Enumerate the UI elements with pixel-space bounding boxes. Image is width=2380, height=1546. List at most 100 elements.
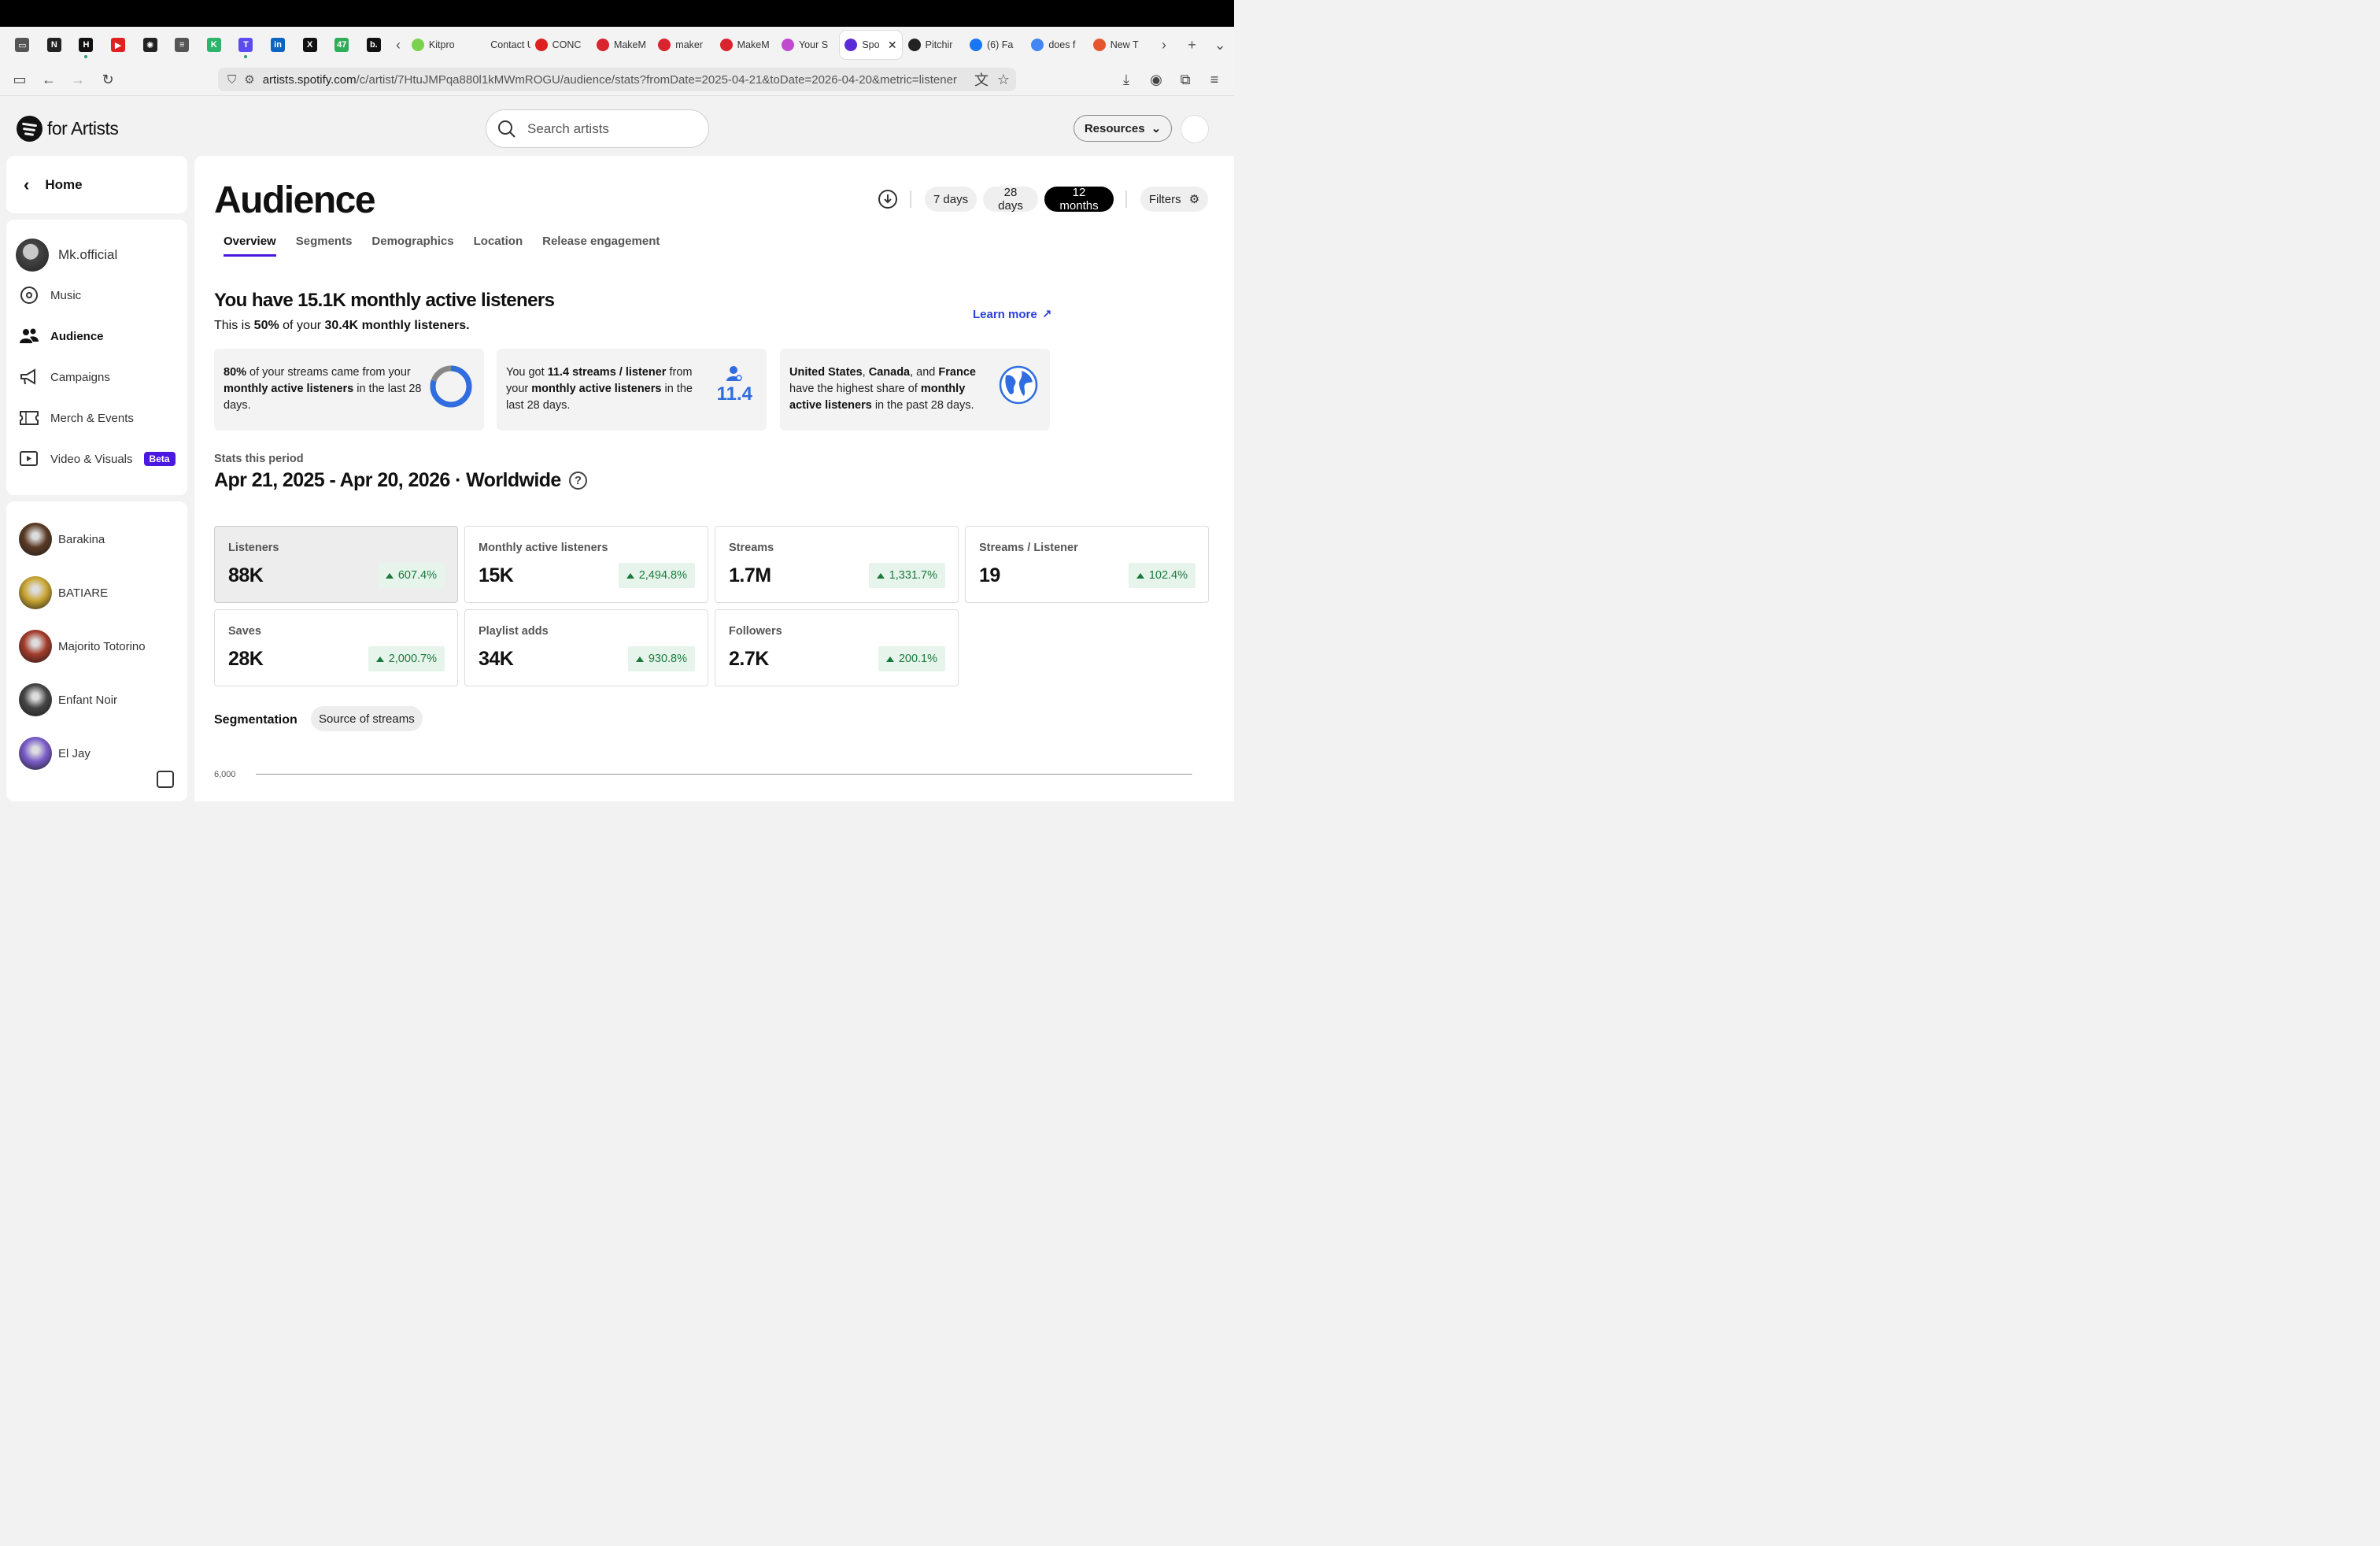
account-icon[interactable]: ◉ — [1150, 71, 1162, 87]
help-icon[interactable]: ? — [568, 472, 587, 490]
browser-tab-label: MakeM — [737, 39, 770, 50]
sidebar-item-video-visuals[interactable]: Video & Visuals Beta — [19, 449, 176, 468]
menu-icon[interactable]: ≡ — [1210, 71, 1219, 87]
close-tab-icon[interactable]: ✕ — [887, 38, 897, 51]
spotify-for-artists-logo[interactable]: for Artists — [17, 116, 119, 142]
reload-icon[interactable]: ↻ — [102, 71, 114, 87]
scroll-tabs-right-icon[interactable]: › — [1161, 36, 1166, 53]
sidebar-item-merch-events[interactable]: Merch & Events — [19, 409, 134, 427]
browser-tab[interactable]: Pitchir — [904, 27, 965, 63]
scroll-tabs-left-icon[interactable]: ‹ — [396, 36, 401, 53]
tab-segments[interactable]: Segments — [295, 235, 353, 248]
stat-value: 28K — [228, 648, 264, 670]
range-28-days[interactable]: 28 days — [983, 186, 1038, 213]
browser-tab[interactable]: Contact U — [468, 27, 530, 63]
tab-release-engagement[interactable]: Release engagement — [542, 235, 660, 248]
stat-card-monthly-active-listeners[interactable]: Monthly active listeners 15K 2,494.8% — [464, 526, 708, 603]
tab-list-icon[interactable]: ⌄ — [1214, 36, 1226, 53]
artist-switch-item[interactable]: Enfant Noir — [19, 683, 117, 716]
stat-label: Streams / Listener — [979, 542, 1078, 554]
shield-icon[interactable]: ⛉ — [227, 72, 237, 87]
x-icon[interactable]: X — [294, 27, 326, 63]
new-tab-icon[interactable]: + — [1188, 36, 1196, 53]
k-app-icon[interactable]: K — [198, 27, 231, 63]
range-7-days[interactable]: 7 days — [925, 187, 977, 212]
filters-button[interactable]: Filters ⚙ — [1140, 187, 1208, 212]
learn-more-link[interactable]: Learn more ↗ — [973, 307, 1051, 322]
badge-47-icon[interactable]: 47 — [326, 27, 358, 63]
sidebar-toggle-icon[interactable]: ▭ — [13, 71, 27, 87]
stat-card-listeners[interactable]: Listeners 88K 607.4% — [214, 526, 458, 603]
chevron-down-icon: ⌄ — [1151, 122, 1162, 135]
site-settings-icon[interactable]: ⚙ — [244, 73, 255, 87]
youtube-icon[interactable]: ▶ — [102, 27, 135, 63]
openai-icon[interactable]: ✺ — [134, 27, 166, 63]
collapse-sidebar-icon[interactable] — [157, 771, 174, 788]
bookmark-star-icon[interactable]: ☆ — [996, 71, 1011, 87]
browser-tab[interactable]: (6) Fa — [965, 27, 1026, 63]
stat-card-followers[interactable]: Followers 2.7K 200.1% — [715, 609, 959, 686]
sidebar-item-music[interactable]: Music — [19, 286, 81, 305]
booking-icon[interactable]: b. — [358, 27, 390, 63]
browser-tab[interactable]: Spo ✕ — [840, 31, 902, 59]
stat-card-playlist-adds[interactable]: Playlist adds 34K 930.8% — [464, 609, 708, 686]
home-label: Home — [45, 176, 83, 192]
makem-icon — [719, 39, 733, 51]
makem-icon — [658, 39, 671, 51]
tab-location[interactable]: Location — [473, 235, 523, 248]
notion-icon[interactable]: N — [39, 27, 71, 63]
doc-icon[interactable]: ≡ — [166, 27, 198, 63]
browser-tab[interactable]: CONC — [530, 27, 592, 63]
forward-icon[interactable]: → — [71, 71, 85, 87]
stat-label: Playlist adds — [479, 625, 549, 638]
search-box[interactable] — [486, 109, 709, 148]
extensions-icon[interactable]: ⧉ — [1180, 71, 1191, 87]
sidebar-item-campaigns[interactable]: Campaigns — [19, 368, 110, 386]
browser-tab[interactable]: MakeM — [715, 27, 777, 63]
t-app-icon[interactable]: T — [230, 27, 262, 63]
browser-tab[interactable]: New T — [1088, 27, 1150, 63]
stat-card-saves[interactable]: Saves 28K 2,000.7% — [214, 609, 458, 686]
stat-value: 19 — [979, 564, 1000, 586]
archive-icon[interactable]: ▭ — [6, 27, 39, 63]
stat-change: 1,331.7% — [868, 563, 945, 588]
h-app-icon[interactable]: H — [70, 27, 102, 63]
search-icon — [498, 120, 516, 138]
segmentation-label: Segmentation — [214, 713, 298, 727]
translate-icon[interactable]: 文 — [974, 72, 989, 88]
browser-tab[interactable]: MakeM — [592, 27, 653, 63]
range-12-months[interactable]: 12 months — [1044, 186, 1114, 213]
resources-button[interactable]: Resources ⌄ — [1074, 115, 1172, 142]
address-bar[interactable]: ⛉ ⚙ artists.spotify.com/c/artist/7HtuJMP… — [218, 68, 1016, 91]
trend-up-icon — [626, 572, 634, 579]
listener-icon — [726, 366, 743, 381]
sidebar-item-label: Merch & Events — [50, 411, 134, 425]
artist-switch-item[interactable]: El Jay — [19, 737, 91, 770]
artist-switch-item[interactable]: Majorito Totorino — [19, 630, 146, 663]
search-input[interactable] — [527, 120, 685, 137]
source-of-streams-pill[interactable]: Source of streams — [311, 706, 423, 731]
stat-card-streams[interactable]: Streams 1.7M 1,331.7% — [715, 526, 959, 603]
browser-tab[interactable]: does f — [1026, 27, 1088, 63]
page-title: Audience — [214, 179, 376, 221]
downloads-icon[interactable]: ⤓ — [1123, 71, 1129, 87]
linkedin-icon[interactable]: in — [262, 27, 294, 63]
user-avatar[interactable] — [1181, 115, 1209, 143]
artist-avatar — [16, 239, 49, 272]
sliders-icon: ⚙ — [1188, 193, 1200, 206]
tab-demographics[interactable]: Demographics — [371, 235, 454, 248]
download-button[interactable] — [878, 187, 898, 212]
artist-profile[interactable]: Mk.official — [16, 239, 117, 272]
artist-switch-item[interactable]: BATIARE — [19, 576, 108, 609]
browser-tab[interactable]: maker — [653, 27, 715, 63]
back-icon[interactable]: ← — [42, 71, 56, 87]
sidebar-item-label: Audience — [50, 329, 104, 343]
browser-tab[interactable]: Your S — [777, 27, 838, 63]
home-link[interactable]: ‹ Home — [6, 156, 187, 213]
sidebar-item-audience[interactable]: Audience — [19, 327, 104, 346]
insight-card-streams-per-listener: You got 11.4 streams / listener from you… — [497, 349, 767, 431]
artist-switch-item[interactable]: Barakina — [19, 523, 105, 556]
tab-overview[interactable]: Overview — [224, 235, 276, 257]
stat-card-streams-listener[interactable]: Streams / Listener 19 102.4% — [965, 526, 1209, 603]
browser-tab[interactable]: Kitpro — [407, 27, 468, 63]
